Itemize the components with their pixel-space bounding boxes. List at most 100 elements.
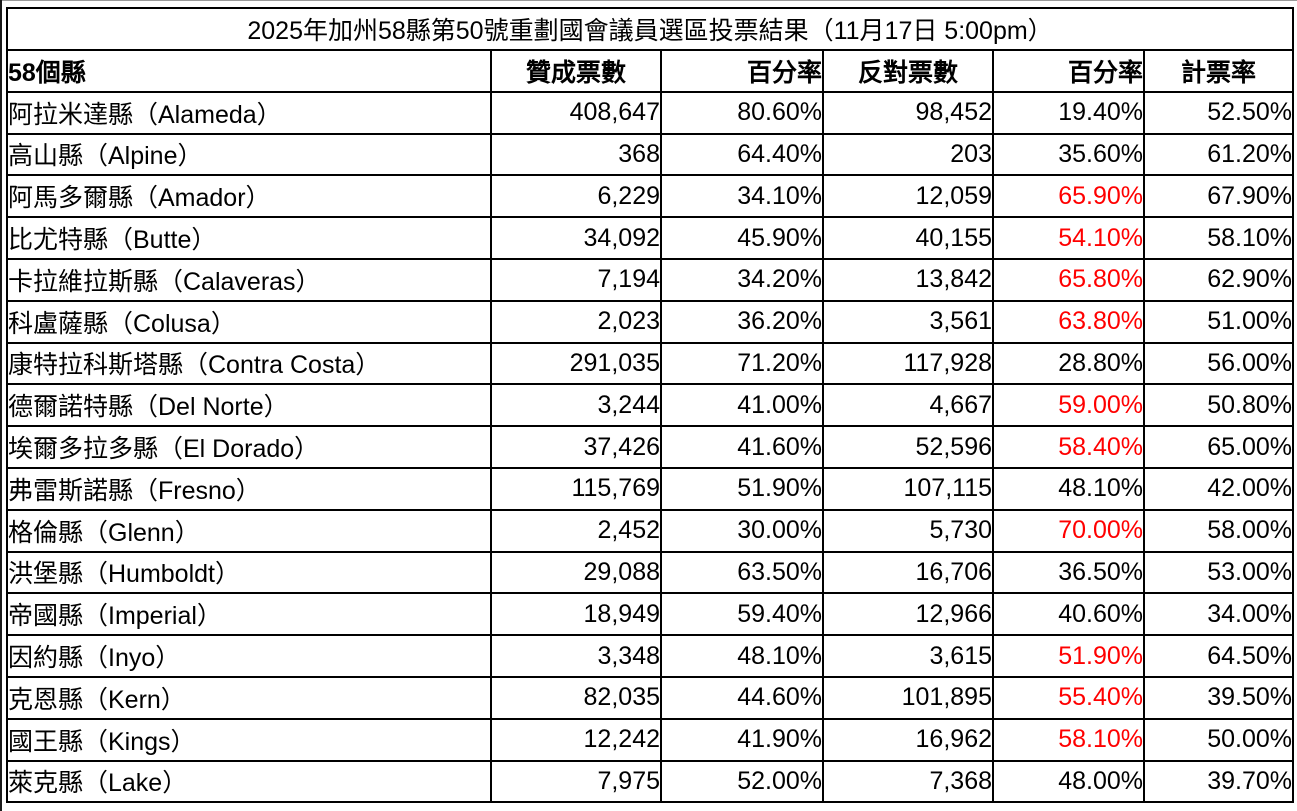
no-votes-cell: 117,928	[822, 341, 994, 386]
no-pct-cell: 28.80%	[992, 341, 1145, 386]
county-row: 弗雷斯諾縣（Fresno） 115,769 51.90% 107,115 48.…	[6, 466, 1295, 511]
no-pct-cell: 40.60%	[992, 592, 1145, 637]
yes-pct-cell: 63.50%	[660, 550, 824, 595]
county-cell: 德爾諾特縣（Del Norte）	[6, 383, 492, 428]
county-cell: 萊克縣（Lake）	[6, 759, 492, 804]
no-votes-cell: 7,368	[822, 759, 994, 804]
no-votes-cell: 203	[822, 132, 994, 177]
yes-votes-cell: 408,647	[490, 90, 662, 135]
yes-pct-cell: 34.20%	[660, 257, 824, 302]
county-cell: 阿馬多爾縣（Amador）	[6, 174, 492, 219]
county-row: 德爾諾特縣（Del Norte） 3,244 41.00% 4,667 59.0…	[6, 383, 1295, 428]
no-votes-cell: 4,667	[822, 383, 994, 428]
yes-votes-cell: 2,452	[490, 508, 662, 553]
count-rate-cell: 67.90%	[1142, 174, 1295, 219]
yes-votes-cell: 7,975	[490, 759, 662, 804]
yes-pct-cell: 41.60%	[660, 425, 824, 469]
yes-votes-cell: 7,194	[490, 257, 662, 302]
count-rate-cell: 34.00%	[1142, 592, 1295, 637]
table-title: 2025年加州58縣第50號重劃國會議員選區投票結果（11月17日 5:00pm…	[5, 7, 1295, 51]
col-header-count-rate: 計票率	[1142, 48, 1295, 93]
col-header-county: 58個縣	[6, 48, 492, 93]
yes-pct-cell: 30.00%	[660, 508, 824, 553]
county-row: 科盧薩縣（Colusa） 2,023 36.20% 3,561 63.80% 5…	[6, 299, 1295, 344]
yes-pct-cell: 36.20%	[660, 299, 824, 344]
count-rate-cell: 51.00%	[1142, 299, 1295, 344]
no-votes-cell: 107,115	[822, 466, 994, 511]
count-rate-cell: 50.80%	[1142, 383, 1295, 428]
no-pct-cell: 63.80%	[992, 299, 1145, 344]
county-cell: 科盧薩縣（Colusa）	[6, 299, 492, 344]
no-pct-cell: 35.60%	[992, 132, 1145, 177]
yes-votes-cell: 115,769	[490, 466, 662, 511]
yes-votes-cell: 6,229	[490, 174, 662, 219]
no-votes-cell: 5,730	[822, 508, 994, 553]
yes-votes-cell: 82,035	[490, 675, 662, 720]
county-cell: 比尤特縣（Butte）	[6, 216, 492, 260]
no-pct-cell: 48.10%	[992, 466, 1145, 511]
count-rate-cell: 52.50%	[1142, 90, 1295, 135]
county-cell: 卡拉維拉斯縣（Calaveras）	[6, 257, 492, 302]
county-cell: 埃爾多拉多縣（El Dorado）	[6, 425, 492, 469]
yes-votes-cell: 37,426	[490, 425, 662, 469]
no-votes-cell: 98,452	[822, 90, 994, 135]
no-pct-cell: 58.40%	[992, 425, 1145, 469]
no-votes-cell: 12,966	[822, 592, 994, 637]
no-pct-cell: 54.10%	[992, 216, 1145, 260]
county-row: 高山縣（Alpine） 368 64.40% 203 35.60% 61.20%	[6, 132, 1295, 177]
yes-pct-cell: 41.00%	[660, 383, 824, 428]
no-pct-cell: 48.00%	[992, 759, 1145, 804]
no-pct-cell: 51.90%	[992, 634, 1145, 678]
yes-votes-cell: 3,348	[490, 634, 662, 678]
count-rate-cell: 56.00%	[1142, 341, 1295, 386]
count-rate-cell: 42.00%	[1142, 466, 1295, 511]
county-cell: 弗雷斯諾縣（Fresno）	[6, 466, 492, 511]
county-row: 埃爾多拉多縣（El Dorado） 37,426 41.60% 52,596 5…	[6, 425, 1295, 469]
yes-votes-cell: 12,242	[490, 717, 662, 762]
county-cell: 帝國縣（Imperial）	[6, 592, 492, 637]
no-votes-cell: 3,615	[822, 634, 994, 678]
col-header-no-pct: 百分率	[992, 48, 1145, 93]
yes-pct-cell: 51.90%	[660, 466, 824, 511]
county-cell: 高山縣（Alpine）	[6, 132, 492, 177]
col-header-yes-votes: 贊成票數	[490, 48, 662, 93]
no-votes-cell: 3,561	[822, 299, 994, 344]
count-rate-cell: 62.90%	[1142, 257, 1295, 302]
yes-pct-cell: 64.40%	[660, 132, 824, 177]
county-row: 帝國縣（Imperial） 18,949 59.40% 12,966 40.60…	[6, 592, 1295, 637]
count-rate-cell: 39.50%	[1142, 675, 1295, 720]
county-row: 阿馬多爾縣（Amador） 6,229 34.10% 12,059 65.90%…	[6, 174, 1295, 219]
no-votes-cell: 101,895	[822, 675, 994, 720]
title-row: 2025年加州58縣第50號重劃國會議員選區投票結果（11月17日 5:00pm…	[5, 7, 1295, 51]
no-pct-cell: 36.50%	[992, 550, 1145, 595]
yes-votes-cell: 2,023	[490, 299, 662, 344]
yes-votes-cell: 291,035	[490, 341, 662, 386]
yes-votes-cell: 34,092	[490, 216, 662, 260]
no-pct-cell: 55.40%	[992, 675, 1145, 720]
count-rate-cell: 64.50%	[1142, 634, 1295, 678]
county-cell: 格倫縣（Glenn）	[6, 508, 492, 553]
county-cell: 阿拉米達縣（Alameda）	[6, 90, 492, 135]
yes-votes-cell: 368	[490, 132, 662, 177]
county-row: 洪堡縣（Humboldt） 29,088 63.50% 16,706 36.50…	[6, 550, 1295, 595]
count-rate-cell: 58.00%	[1142, 508, 1295, 553]
count-rate-cell: 53.00%	[1142, 550, 1295, 595]
yes-pct-cell: 52.00%	[660, 759, 824, 804]
yes-votes-cell: 29,088	[490, 550, 662, 595]
count-rate-cell: 58.10%	[1142, 216, 1295, 260]
screen-edge-top-line	[0, 0, 1297, 1]
county-cell: 國王縣（Kings）	[6, 717, 492, 762]
no-votes-cell: 16,962	[822, 717, 994, 762]
county-row: 克恩縣（Kern） 82,035 44.60% 101,895 55.40% 3…	[6, 675, 1295, 720]
county-row: 卡拉維拉斯縣（Calaveras） 7,194 34.20% 13,842 65…	[6, 257, 1295, 302]
count-rate-cell: 39.70%	[1142, 759, 1295, 804]
table-body: 阿拉米達縣（Alameda） 408,647 80.60% 98,452 19.…	[6, 90, 1295, 804]
county-cell: 洪堡縣（Humboldt）	[6, 550, 492, 595]
no-votes-cell: 13,842	[822, 257, 994, 302]
no-pct-cell: 65.90%	[992, 174, 1145, 219]
yes-pct-cell: 80.60%	[660, 90, 824, 135]
county-row: 萊克縣（Lake） 7,975 52.00% 7,368 48.00% 39.7…	[6, 759, 1295, 804]
county-cell: 克恩縣（Kern）	[6, 675, 492, 720]
no-votes-cell: 16,706	[822, 550, 994, 595]
